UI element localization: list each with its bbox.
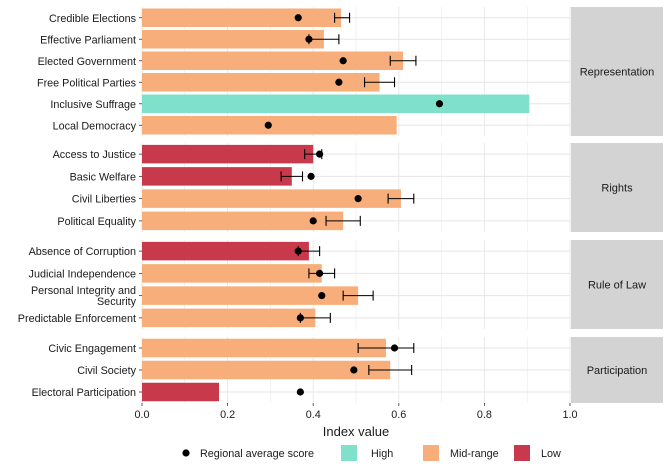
average-point <box>316 150 324 158</box>
average-point <box>305 35 313 43</box>
category-label: Inclusive Suffrage <box>50 99 136 111</box>
facet-label: Representation <box>580 67 655 79</box>
average-point <box>296 388 304 396</box>
category-label: Personal Integrity and <box>31 285 136 297</box>
facet-label: Rights <box>601 183 633 195</box>
average-point <box>316 269 324 277</box>
bar <box>142 30 324 49</box>
legend-key <box>514 445 530 461</box>
category-label: Access to Justice <box>53 149 136 161</box>
bar <box>142 264 322 283</box>
facet-label: Participation <box>587 365 648 377</box>
error-bar <box>368 365 413 375</box>
category-label: Free Political Parties <box>37 77 137 89</box>
facet-strip <box>571 7 663 136</box>
error-bar <box>342 290 374 301</box>
average-point <box>339 57 347 65</box>
error-bar <box>280 171 304 182</box>
bar <box>142 167 292 186</box>
category-label: Basic Welfare <box>70 171 136 183</box>
bar <box>142 241 309 261</box>
category-label: Credible Elections <box>49 13 137 25</box>
legend-key <box>341 445 357 461</box>
bar <box>142 308 316 328</box>
bar <box>142 51 404 70</box>
category-label: Political Equality <box>57 216 136 228</box>
category-label: Elected Government <box>38 56 136 68</box>
average-point <box>390 344 399 352</box>
error-bar <box>334 12 351 23</box>
average-point <box>294 14 302 22</box>
average-point <box>294 247 302 255</box>
x-tick-label: 0.2 <box>220 409 235 421</box>
bar <box>142 73 380 92</box>
average-point <box>307 172 315 180</box>
legend-key <box>182 449 190 457</box>
average-point <box>318 292 326 300</box>
bar <box>142 286 359 305</box>
average-point <box>309 217 317 225</box>
legend-label: High <box>371 448 393 460</box>
average-point <box>354 195 362 203</box>
error-bar <box>387 193 415 204</box>
facet-label: Rule of Law <box>588 280 646 292</box>
bar <box>142 360 391 380</box>
legend-label: Regional average score <box>200 448 314 460</box>
average-point <box>350 366 358 374</box>
category-label: Civic Engagement <box>48 343 136 355</box>
x-tick-label: 1.0 <box>562 409 577 421</box>
legend-key <box>423 445 439 461</box>
category-label: Effective Parliament <box>40 34 136 46</box>
bar <box>142 94 530 113</box>
x-tick-label: 0.8 <box>477 409 492 421</box>
error-bar <box>364 77 396 88</box>
facet-strip <box>571 337 663 403</box>
average-point <box>335 78 343 86</box>
x-tick-label: 0.0 <box>134 409 149 421</box>
error-bar <box>389 55 417 66</box>
facet-strip <box>571 143 663 232</box>
average-point <box>264 121 272 129</box>
legend-label: Low <box>541 448 561 460</box>
error-bar <box>325 215 361 226</box>
bar <box>142 211 344 231</box>
x-tick-label: 0.4 <box>306 409 321 421</box>
category-label: Predictable Enforcement <box>18 313 136 325</box>
category-label: Absence of Corruption <box>29 246 136 258</box>
bar <box>142 8 342 27</box>
average-point <box>435 100 444 108</box>
category-label: Civil Society <box>77 365 136 377</box>
facet-strip <box>571 240 663 329</box>
bar <box>142 338 386 358</box>
category-label: Security <box>97 296 137 308</box>
category-label: Electoral Participation <box>32 387 136 399</box>
bar <box>142 189 401 208</box>
bar <box>142 382 220 402</box>
category-label: Judicial Independence <box>29 268 136 280</box>
legend-label: Mid-range <box>450 448 499 460</box>
bar <box>142 144 314 164</box>
category-label: Local Democracy <box>53 120 137 132</box>
error-bar <box>357 343 415 353</box>
category-label: Civil Liberties <box>72 194 137 206</box>
average-point <box>296 314 304 322</box>
x-axis-title: Index value <box>323 424 390 439</box>
x-tick-label: 0.6 <box>391 409 406 421</box>
